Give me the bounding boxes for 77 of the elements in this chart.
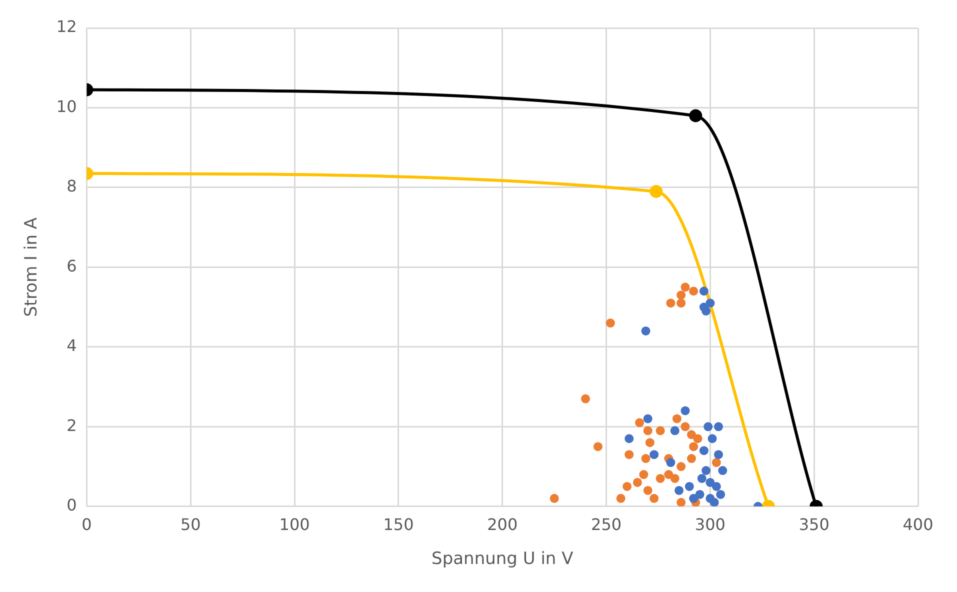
x-tick-label: 400	[902, 515, 934, 534]
point	[680, 406, 690, 416]
point	[689, 494, 698, 503]
point	[706, 494, 715, 503]
point	[712, 482, 721, 491]
point	[716, 490, 726, 499]
point	[593, 442, 602, 452]
y-tick-label: 4	[66, 336, 77, 356]
point	[672, 414, 682, 424]
point	[689, 442, 698, 452]
y-tick-label: 6	[66, 256, 77, 276]
point	[708, 434, 717, 444]
point	[643, 486, 652, 495]
x-tick-label: 350	[798, 515, 830, 534]
point	[699, 286, 708, 296]
y-tick-label: 0	[66, 496, 77, 515]
point	[639, 470, 648, 480]
y-tick-label: 8	[66, 176, 77, 196]
point	[624, 434, 634, 444]
point	[706, 478, 715, 487]
point	[670, 426, 680, 436]
point	[635, 418, 644, 428]
point	[632, 478, 642, 487]
point	[664, 470, 674, 480]
point	[699, 446, 708, 456]
point	[697, 474, 706, 483]
point	[695, 490, 704, 499]
point	[704, 422, 713, 432]
point	[622, 482, 632, 491]
x-tick-label: 100	[279, 515, 310, 534]
x-tick-label: 200	[487, 515, 518, 534]
x-tick-label: 150	[383, 515, 414, 534]
point	[670, 474, 680, 483]
point	[680, 282, 690, 292]
point	[581, 394, 590, 404]
point	[643, 414, 652, 424]
x-tick-label: 0	[82, 515, 92, 534]
point	[712, 458, 721, 468]
point	[616, 494, 626, 503]
point	[656, 474, 665, 483]
point	[674, 486, 684, 495]
point	[641, 454, 650, 464]
point	[680, 422, 690, 432]
point	[645, 438, 654, 448]
point	[624, 450, 634, 460]
point	[650, 450, 659, 460]
point	[676, 290, 686, 300]
x-tick-label: 300	[694, 515, 726, 534]
y-tick-label: 12	[56, 17, 77, 36]
point	[706, 298, 715, 308]
point	[550, 494, 559, 503]
point	[676, 298, 686, 308]
point	[684, 482, 694, 491]
point	[714, 422, 724, 432]
point	[641, 326, 650, 336]
point	[666, 298, 676, 308]
point	[699, 302, 708, 312]
y-tick-label: 10	[56, 96, 77, 116]
point	[686, 430, 696, 440]
x-tick-label: 250	[591, 515, 622, 534]
point	[714, 450, 724, 460]
point	[643, 426, 652, 436]
point	[676, 498, 686, 506]
x-axis-title: Spannung U in V	[432, 549, 574, 570]
point	[718, 466, 728, 476]
point	[686, 454, 696, 464]
point	[656, 426, 665, 436]
point	[650, 494, 659, 503]
point	[666, 458, 676, 468]
point	[676, 462, 686, 472]
point	[689, 286, 698, 296]
x-tick-label: 50	[180, 515, 201, 534]
point	[693, 434, 702, 444]
point	[702, 466, 711, 476]
y-tick-label: 2	[66, 416, 77, 435]
y-axis-title: Strom I in A	[22, 217, 42, 317]
point	[606, 318, 615, 328]
